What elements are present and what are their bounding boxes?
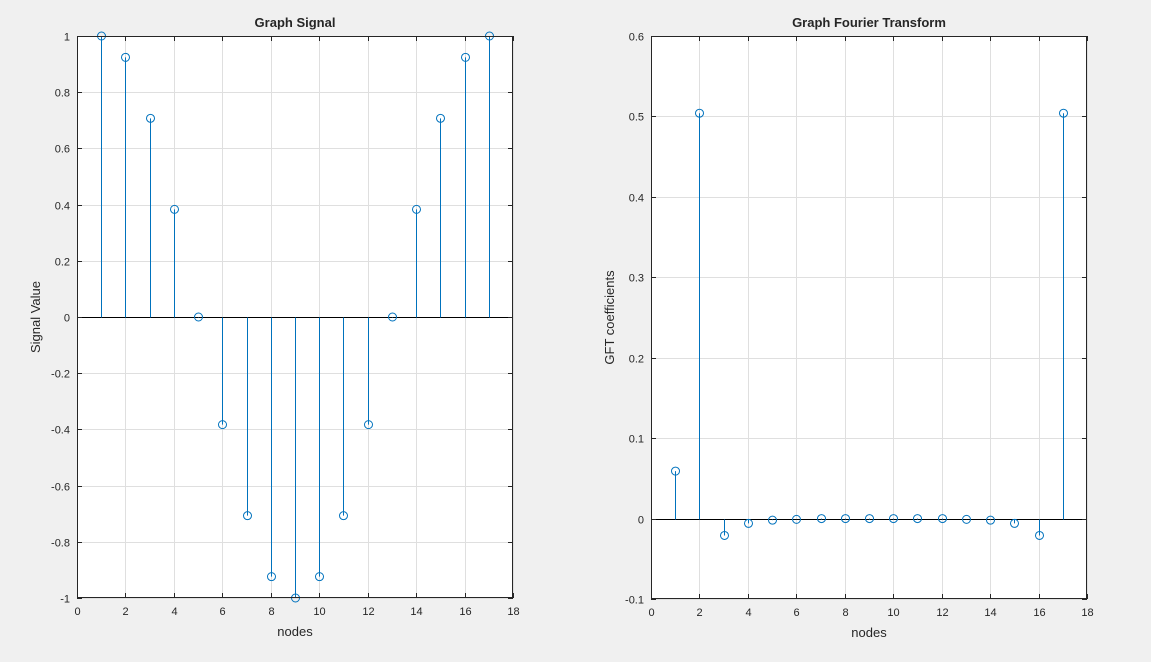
y-tick-label: -0.1 — [625, 595, 644, 607]
x-axis-label: nodes — [851, 625, 887, 640]
axes-graph-fourier-transform[interactable]: 0 2 4 6 8 10 12 14 16 18 -0.1 0 0.1 0.2 0.3 0.4 0.5 0.6 Gr… — [602, 15, 1094, 640]
y-tick-label: 1 — [64, 32, 70, 44]
y-axis-label: Signal Value — [28, 281, 43, 353]
stem-marker[interactable] — [695, 108, 704, 118]
y-tick-label: -1 — [60, 594, 70, 606]
stem-marker[interactable] — [339, 511, 348, 521]
stem-marker[interactable] — [913, 514, 922, 524]
x-tick-label: 0 — [648, 607, 654, 619]
x-axis-label: nodes — [277, 624, 313, 639]
axes-box — [651, 36, 1087, 599]
x-tick-label: 2 — [696, 607, 702, 619]
stem-marker[interactable] — [412, 204, 421, 214]
x-tick-label: 16 — [459, 606, 471, 618]
y-tick-label: -0.8 — [51, 538, 70, 550]
stem-marker[interactable] — [436, 113, 445, 123]
stem-marker[interactable] — [744, 518, 753, 528]
y-tick-label: 0.2 — [55, 257, 70, 269]
y-tick-label: 0 — [64, 313, 70, 325]
stem-marker[interactable] — [1010, 518, 1019, 528]
stem-marker[interactable] — [938, 514, 947, 524]
stem-marker[interactable] — [194, 312, 203, 322]
stem-marker[interactable] — [461, 52, 470, 62]
stem-marker[interactable] — [817, 514, 826, 524]
stem-marker[interactable] — [388, 312, 397, 322]
x-tick-label: 6 — [219, 606, 225, 618]
x-tick-label: 10 — [887, 607, 899, 619]
y-tick-label: -0.2 — [51, 369, 70, 381]
stem-marker[interactable] — [841, 514, 850, 524]
x-tick-label: 12 — [936, 607, 948, 619]
y-tick-label: 0 — [638, 515, 644, 527]
x-tick-label: 12 — [362, 606, 374, 618]
y-tick-label: 0.5 — [629, 112, 644, 124]
x-tick-label: 8 — [842, 607, 848, 619]
stem-marker[interactable] — [1035, 530, 1044, 540]
x-tick-label: 14 — [984, 607, 996, 619]
stem-marker[interactable] — [364, 420, 373, 430]
x-tick-label: 4 — [171, 606, 177, 618]
stem-marker[interactable] — [315, 572, 324, 582]
x-tick-label: 0 — [74, 606, 80, 618]
stem-marker[interactable] — [170, 204, 179, 214]
stem-marker[interactable] — [889, 514, 898, 524]
stem-marker[interactable] — [1059, 108, 1068, 118]
y-tick-label: 0.8 — [55, 88, 70, 100]
axes-graph-signal[interactable]: 0 2 4 6 8 10 12 14 16 18 -1 -0.8 -0.6 -0.4 -0.2 0 0.2 0.4… — [28, 15, 520, 639]
x-tick-label: 14 — [410, 606, 422, 618]
stem-marker[interactable] — [243, 511, 252, 521]
stem-marker[interactable] — [267, 572, 276, 582]
x-tick-label: 6 — [793, 607, 799, 619]
x-tick-label: 8 — [268, 606, 274, 618]
y-tick-label: -0.6 — [51, 482, 70, 494]
y-tick-label: -0.4 — [51, 425, 70, 437]
stem-marker[interactable] — [218, 420, 227, 430]
x-tick-label: 2 — [122, 606, 128, 618]
stem-marker[interactable] — [146, 113, 155, 123]
y-tick-label: 0.4 — [629, 193, 644, 205]
y-tick-label: 0.6 — [55, 144, 70, 156]
x-tick-label: 4 — [745, 607, 751, 619]
stem-marker[interactable] — [792, 514, 801, 524]
x-tick-label: 16 — [1033, 607, 1045, 619]
stem-marker[interactable] — [865, 514, 874, 524]
y-tick-label: 0.1 — [629, 434, 644, 446]
y-tick-label: 0.6 — [629, 32, 644, 44]
stem-marker[interactable] — [962, 514, 971, 524]
x-tick-label: 18 — [507, 606, 519, 618]
stem-marker[interactable] — [768, 515, 777, 525]
stem-marker[interactable] — [720, 530, 729, 540]
x-tick-label: 18 — [1081, 607, 1093, 619]
chart-title: Graph Signal — [255, 15, 336, 30]
plot-area — [651, 36, 1087, 599]
stem-marker[interactable] — [671, 466, 680, 476]
chart-title: Graph Fourier Transform — [792, 15, 946, 30]
stem-marker[interactable] — [986, 515, 995, 525]
x-tick-label: 10 — [313, 606, 325, 618]
y-tick-label: 0.3 — [629, 273, 644, 285]
stem-marker[interactable] — [121, 52, 130, 62]
y-tick-label: 0.2 — [629, 354, 644, 366]
y-tick-label: 0.4 — [55, 201, 70, 213]
y-axis-label: GFT coefficients — [602, 270, 617, 365]
